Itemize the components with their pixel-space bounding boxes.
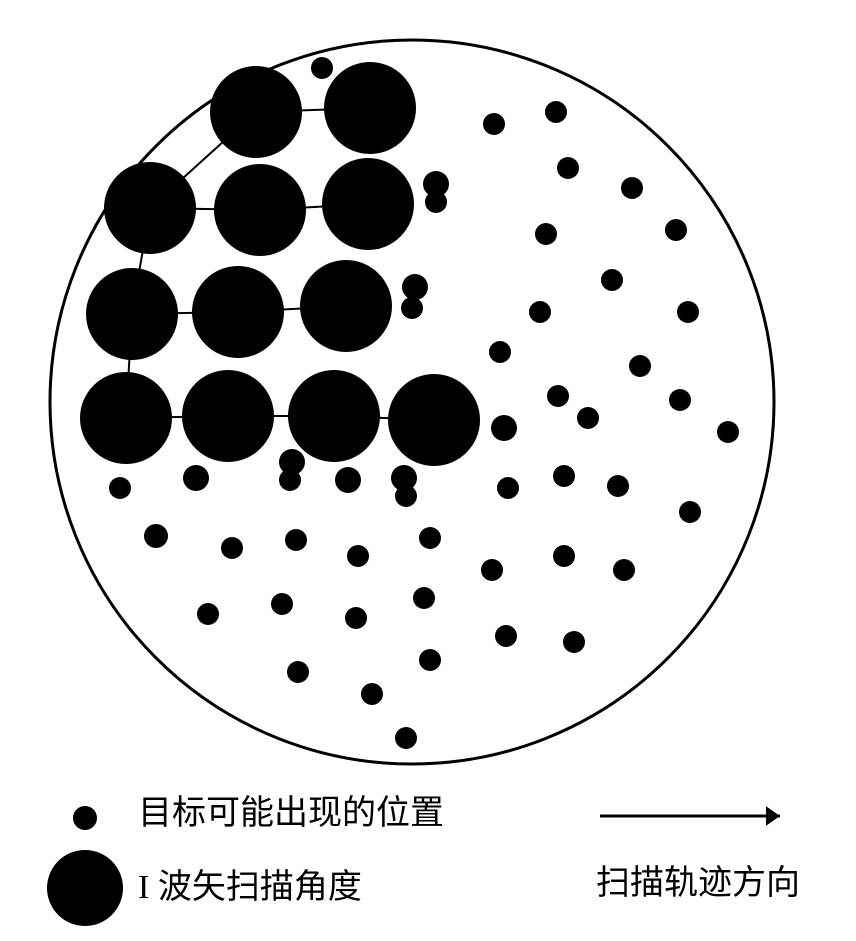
target-position-dot <box>109 477 131 499</box>
target-position-dot <box>529 301 551 323</box>
scan-angle-circle <box>300 260 392 352</box>
scan-angle-circle <box>80 372 172 464</box>
target-position-dot <box>545 101 567 123</box>
scan-angle-circle <box>210 66 302 158</box>
legend-arrow-label: 扫描轨迹方向 <box>596 864 800 902</box>
target-position-dot <box>621 177 643 199</box>
scan-angle-circle <box>86 268 178 360</box>
target-position-dot <box>271 593 293 615</box>
target-position-dot <box>311 57 333 79</box>
target-position-dot <box>497 477 519 499</box>
target-position-dot <box>717 421 739 443</box>
scan-angle-circle <box>388 374 480 466</box>
target-position-dot <box>481 559 503 581</box>
target-position-dot <box>601 269 623 291</box>
target-position-dot <box>489 341 511 363</box>
target-position-dot <box>563 631 585 653</box>
target-position-dot <box>669 389 691 411</box>
target-position-dot <box>557 157 579 179</box>
target-position-dot <box>221 537 243 559</box>
target-position-dot <box>535 223 557 245</box>
target-position-dot <box>495 625 517 647</box>
legend-small-dot-label: 目标可能出现的位置 <box>138 794 444 832</box>
target-position-dot <box>144 524 168 548</box>
target-position-dot <box>425 191 447 213</box>
target-position-dot <box>547 385 569 407</box>
target-position-dot <box>347 545 369 567</box>
target-position-dot <box>197 603 219 625</box>
target-position-dot <box>419 527 441 549</box>
target-position-dot <box>287 661 309 683</box>
target-position-dot <box>395 727 417 749</box>
legend-large-circle-label: I 波矢扫描角度 <box>138 868 362 906</box>
legend-arrow-head-icon <box>766 806 780 826</box>
target-position-dot <box>335 467 361 493</box>
target-position-dot <box>413 587 435 609</box>
target-position-dot <box>395 485 417 507</box>
legend-small-dot-icon <box>73 806 97 830</box>
target-position-dot <box>491 415 517 441</box>
scan-angle-circle <box>182 370 274 462</box>
target-position-dot <box>577 407 599 429</box>
diagram-container: 目标可能出现的位置 I 波矢扫描角度 扫描轨迹方向 <box>0 0 856 941</box>
target-position-dot <box>679 501 701 523</box>
target-position-dot <box>345 607 367 629</box>
scan-angle-circle <box>214 164 306 256</box>
scan-angle-circle <box>104 162 196 254</box>
target-position-dot <box>183 465 209 491</box>
target-position-dot <box>285 529 307 551</box>
target-position-dot <box>665 219 687 241</box>
target-position-dot <box>607 475 629 497</box>
target-position-dot <box>401 297 423 319</box>
scan-angle-circle <box>324 62 416 154</box>
scan-angle-circle <box>192 266 284 358</box>
target-position-dot <box>419 649 441 671</box>
target-position-dot <box>613 559 635 581</box>
diagram-svg: 目标可能出现的位置 I 波矢扫描角度 扫描轨迹方向 <box>0 0 856 941</box>
target-position-dot <box>553 465 575 487</box>
target-position-dot <box>553 545 575 567</box>
scan-angle-circle <box>322 158 414 250</box>
target-position-dot <box>279 469 301 491</box>
target-position-dot <box>402 274 428 300</box>
target-position-dot <box>361 683 383 705</box>
scan-angle-circle <box>288 370 380 462</box>
target-position-dot <box>677 301 699 323</box>
target-position-dot <box>629 355 651 377</box>
legend-large-circle-icon <box>47 850 123 926</box>
target-position-dot <box>483 113 505 135</box>
